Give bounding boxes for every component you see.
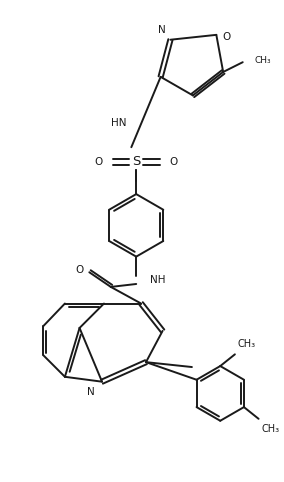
Text: CH₃: CH₃ (238, 339, 256, 349)
Text: CH₃: CH₃ (262, 424, 280, 434)
Text: S: S (132, 155, 140, 168)
Text: NH: NH (150, 275, 165, 285)
Text: O: O (222, 32, 230, 42)
Text: N: N (87, 387, 95, 397)
Text: O: O (170, 157, 178, 167)
Text: O: O (95, 157, 103, 167)
Text: N: N (158, 25, 166, 35)
Text: HN: HN (111, 118, 126, 128)
Text: O: O (75, 265, 83, 275)
Text: CH₃: CH₃ (254, 56, 271, 65)
